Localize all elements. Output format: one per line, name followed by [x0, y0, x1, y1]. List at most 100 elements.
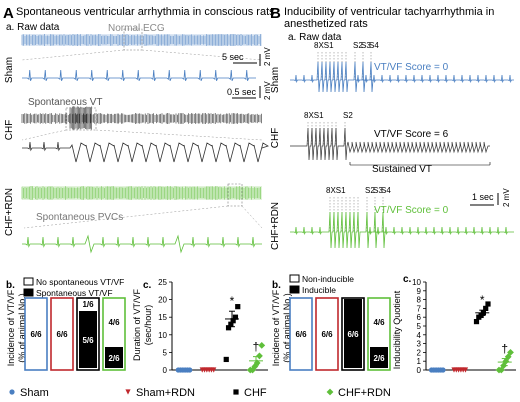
stim-label: S3	[361, 41, 371, 50]
chart-panel-label: b.	[6, 280, 15, 291]
zoom-line-chf-right	[95, 129, 263, 141]
incidence-event-label-3: 2/6	[108, 354, 120, 363]
ecg-line	[22, 234, 262, 254]
incidence-bar-event-3	[370, 347, 388, 368]
incidence-bar-0	[289, 297, 313, 371]
y-tick-label: 5	[417, 322, 422, 331]
incidence-bar-event-3	[105, 347, 123, 368]
incidence-no-event-label-3: 4/6	[108, 318, 120, 327]
stim-label: S4	[381, 186, 391, 195]
legend-swatch-event	[23, 288, 34, 297]
y-tick-label: 6	[417, 313, 422, 322]
significance-annotation: †	[501, 342, 508, 356]
incidence-event-label-2: 5/6	[82, 336, 94, 345]
chart-ylabel: Inducibility Quotient	[392, 290, 402, 369]
ecg-trace-chf-expanded	[22, 141, 269, 163]
zoom-box-rdn	[227, 183, 243, 207]
y-tick-label: 8	[417, 296, 422, 305]
panel-a-row-label-chf: CHF	[4, 120, 15, 141]
incidence-bar-1	[315, 297, 339, 371]
chart-ylabel-line1: Incidence of VT/VF	[271, 289, 281, 366]
legend-marker-2	[233, 389, 239, 395]
data-point-chf-rdn	[258, 341, 266, 349]
y-tick-label: 9	[417, 287, 422, 296]
scale-05sec: 0.5 sec	[227, 87, 257, 97]
chart-panel-label: c.	[143, 280, 152, 291]
legend-label-event: Inducible	[302, 285, 336, 295]
stim-label: S2	[353, 41, 363, 50]
panel-a-title: Spontaneous ventricular arrhythmia in co…	[16, 6, 275, 18]
chart-ylabel: Duration of VT/VF(sec/hour)	[132, 288, 153, 361]
stim-label: 8XS1	[304, 111, 324, 120]
y-tick-label: 2	[417, 348, 422, 357]
panel-a-sub: a. Raw data	[6, 22, 60, 33]
ecg-vt-line	[22, 141, 269, 163]
legend-swatch-no-event	[289, 274, 300, 283]
y-tick-label: 3	[417, 340, 422, 349]
panel-b-row-label-chf: CHF	[270, 128, 281, 149]
incidence-bar-1	[50, 297, 74, 371]
bottom-legend: Sham Sham+RDN CHF CHF+RDN	[9, 387, 391, 399]
panel-b-sub: a. Raw data	[288, 32, 342, 43]
incidence-bar-event-2	[79, 311, 97, 368]
chart-ylabel-line1: Incidence of VT/VF	[6, 289, 16, 366]
chart-ylabel-line1: Duration of VT/VF	[132, 288, 142, 361]
significance-annotation: *	[230, 294, 235, 308]
legend-label-no-event: Non-inducible	[302, 274, 354, 284]
chart-ylabel: Incidence of VT/VF(% of animal No.)	[271, 289, 292, 366]
ecg-band-lines	[21, 186, 261, 200]
incidence-event-label-3: 2/6	[373, 354, 385, 363]
chart-a-incidence: b.Incidence of VT/VF(% of animal No.) No …	[6, 277, 126, 371]
score-sham: VT/VF Score = 0	[374, 62, 449, 73]
panel-a-row-label-sham: Sham	[4, 57, 15, 83]
legend-label-0: Sham	[20, 387, 49, 399]
y-tick-label: 25	[158, 278, 167, 287]
y-tick-label: 5	[163, 348, 168, 357]
zoom-line-sham-right	[141, 49, 263, 61]
ecg-line	[22, 69, 256, 81]
y-tick-label: 1	[417, 357, 422, 366]
legend-marker-3	[326, 388, 334, 396]
ecg-trace-b-rdn	[290, 211, 514, 249]
y-tick-label: 0	[163, 366, 168, 375]
zoom-box-chf	[65, 107, 97, 131]
chart-ylabel: Incidence of VT/VF(% of animal No.)	[6, 289, 27, 366]
chart-ylabel-line2: Inducibility Quotient	[392, 290, 402, 369]
chart-panel-label: c.	[403, 274, 412, 285]
data-point-chf	[228, 321, 234, 327]
score-rdn: VT/VF Score = 0	[374, 205, 449, 216]
incidence-bar-0	[24, 297, 48, 371]
legend-label-3: CHF+RDN	[338, 387, 391, 399]
legend-marker-0	[9, 389, 15, 395]
chart-ylabel-line2: (sec/hour)	[143, 305, 153, 346]
normal-ecg-label: Normal ECG	[108, 23, 165, 34]
legend-swatch-no-event	[23, 277, 34, 286]
panel-b-letter: B	[270, 5, 281, 22]
legend-label-1: Sham+RDN	[136, 387, 195, 399]
panel-a-letter: A	[3, 5, 14, 22]
panel-b-row-label-sham: Sham	[270, 67, 281, 93]
ecg-line	[290, 211, 514, 249]
zoom-line-rdn-right	[241, 205, 263, 229]
y-tick-label: 15	[158, 313, 167, 322]
data-point-chf	[225, 325, 232, 331]
y-tick-label: 4	[417, 331, 422, 340]
data-point-chf	[232, 314, 239, 320]
chart-panel-label: b.	[272, 280, 281, 291]
data-point-chf	[483, 305, 489, 311]
incidence-event-label-2: 6/6	[347, 330, 359, 339]
ecg-vt-burst	[69, 106, 92, 130]
data-point-chf	[473, 319, 480, 325]
scale-1sec: 1 sec	[472, 192, 494, 202]
legend-label-2: CHF	[244, 387, 267, 399]
scale-2mv-top: 2 mV	[263, 47, 272, 66]
panel-b-row-label-rdn: CHF+RDN	[270, 202, 281, 250]
ecg-trace-sham-expanded	[22, 69, 256, 81]
ecg-trace-b-sham	[290, 61, 514, 93]
ecg-trace-rdn-expanded	[22, 234, 262, 254]
data-point-chf-rdn	[507, 349, 514, 356]
significance-annotation: *	[480, 293, 485, 307]
